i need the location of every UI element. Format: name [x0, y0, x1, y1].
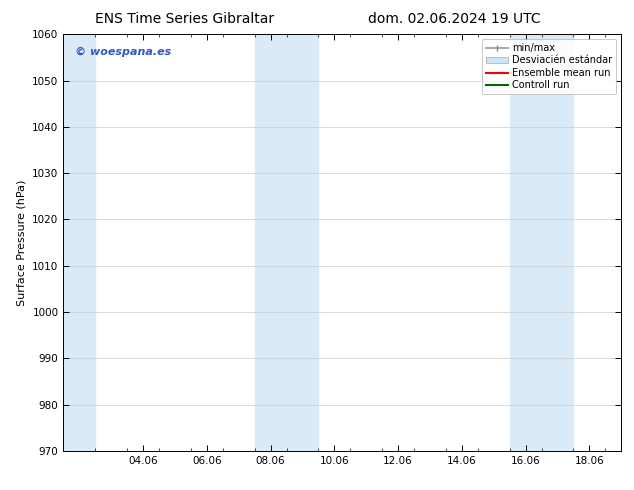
Text: dom. 02.06.2024 19 UTC: dom. 02.06.2024 19 UTC: [368, 12, 540, 26]
Text: ENS Time Series Gibraltar: ENS Time Series Gibraltar: [95, 12, 275, 26]
Y-axis label: Surface Pressure (hPa): Surface Pressure (hPa): [16, 179, 27, 306]
Bar: [63, 34, 95, 451]
Bar: [255, 34, 318, 451]
Legend: min/max, Desviacién estándar, Ensemble mean run, Controll run: min/max, Desviacién estándar, Ensemble m…: [482, 39, 616, 94]
Bar: [510, 34, 574, 451]
Text: © woespana.es: © woespana.es: [75, 47, 171, 57]
